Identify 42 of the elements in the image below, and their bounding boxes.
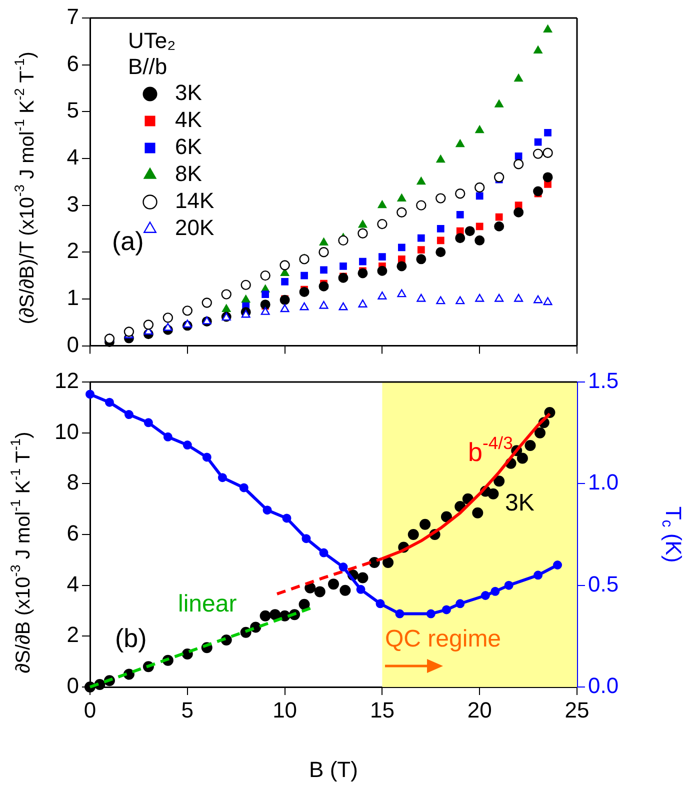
y-tick-label: 6 [66,520,79,546]
x-tick-label: 20 [467,697,492,722]
annotation: (a) [112,226,144,256]
y2-tick-label: 0.0 [588,673,619,698]
legend-label: 4K [175,107,202,132]
x-tick-label: 10 [272,697,298,722]
annotation: QC regime [385,626,502,653]
annotation: B//b [128,54,168,80]
y-tick-label: 3 [66,191,79,216]
y-tick-label: 5 [66,98,79,123]
x-tick-label: 0 [84,697,96,722]
y-tick-label: 1 [66,285,79,310]
y2-tick-label: 0.5 [588,571,619,596]
y-tick-label: 2 [66,622,79,648]
legend-label: 20K [175,215,214,240]
x-tick-label: 15 [370,697,394,722]
y2-tick-label: 1.5 [588,368,619,394]
text: (∂S/∂B)/T (x10-3 J mol-1 K-2 T-1) [12,52,39,324]
x-axis-title: B (T) [309,757,358,782]
y-tick-label: 8 [66,470,79,495]
annotation: linear [178,590,237,618]
legend-label: 8K [175,161,202,186]
y-tick-label: 12 [54,368,79,394]
y2-tick-label: 1.0 [588,470,619,495]
legend-title: UTe₂ [128,28,176,54]
y-tick-label: 0 [66,332,79,357]
legend-label: 6K [175,134,202,160]
annotation: 3K [505,490,534,517]
y-tick-label: 0 [66,673,79,698]
y-tick-label: 10 [54,418,79,444]
y-tick-label: 4 [66,144,79,170]
y-tick-label: 2 [66,238,79,264]
text: ∂S/∂B (x10-3 J mol-1 K-1 T-1) [8,432,35,674]
y-tick-label: 6 [66,50,79,76]
y-tick-label: 4 [66,571,79,596]
legend-label: 14K [175,188,214,214]
y-tick-label: 7 [66,4,79,30]
y2-axis-title: Tc (K) [658,506,686,563]
legend-label: 3K [175,80,202,106]
x-tick-label: 25 [564,697,590,722]
x-tick-label: 5 [181,697,194,722]
annotation: (b) [115,623,147,654]
